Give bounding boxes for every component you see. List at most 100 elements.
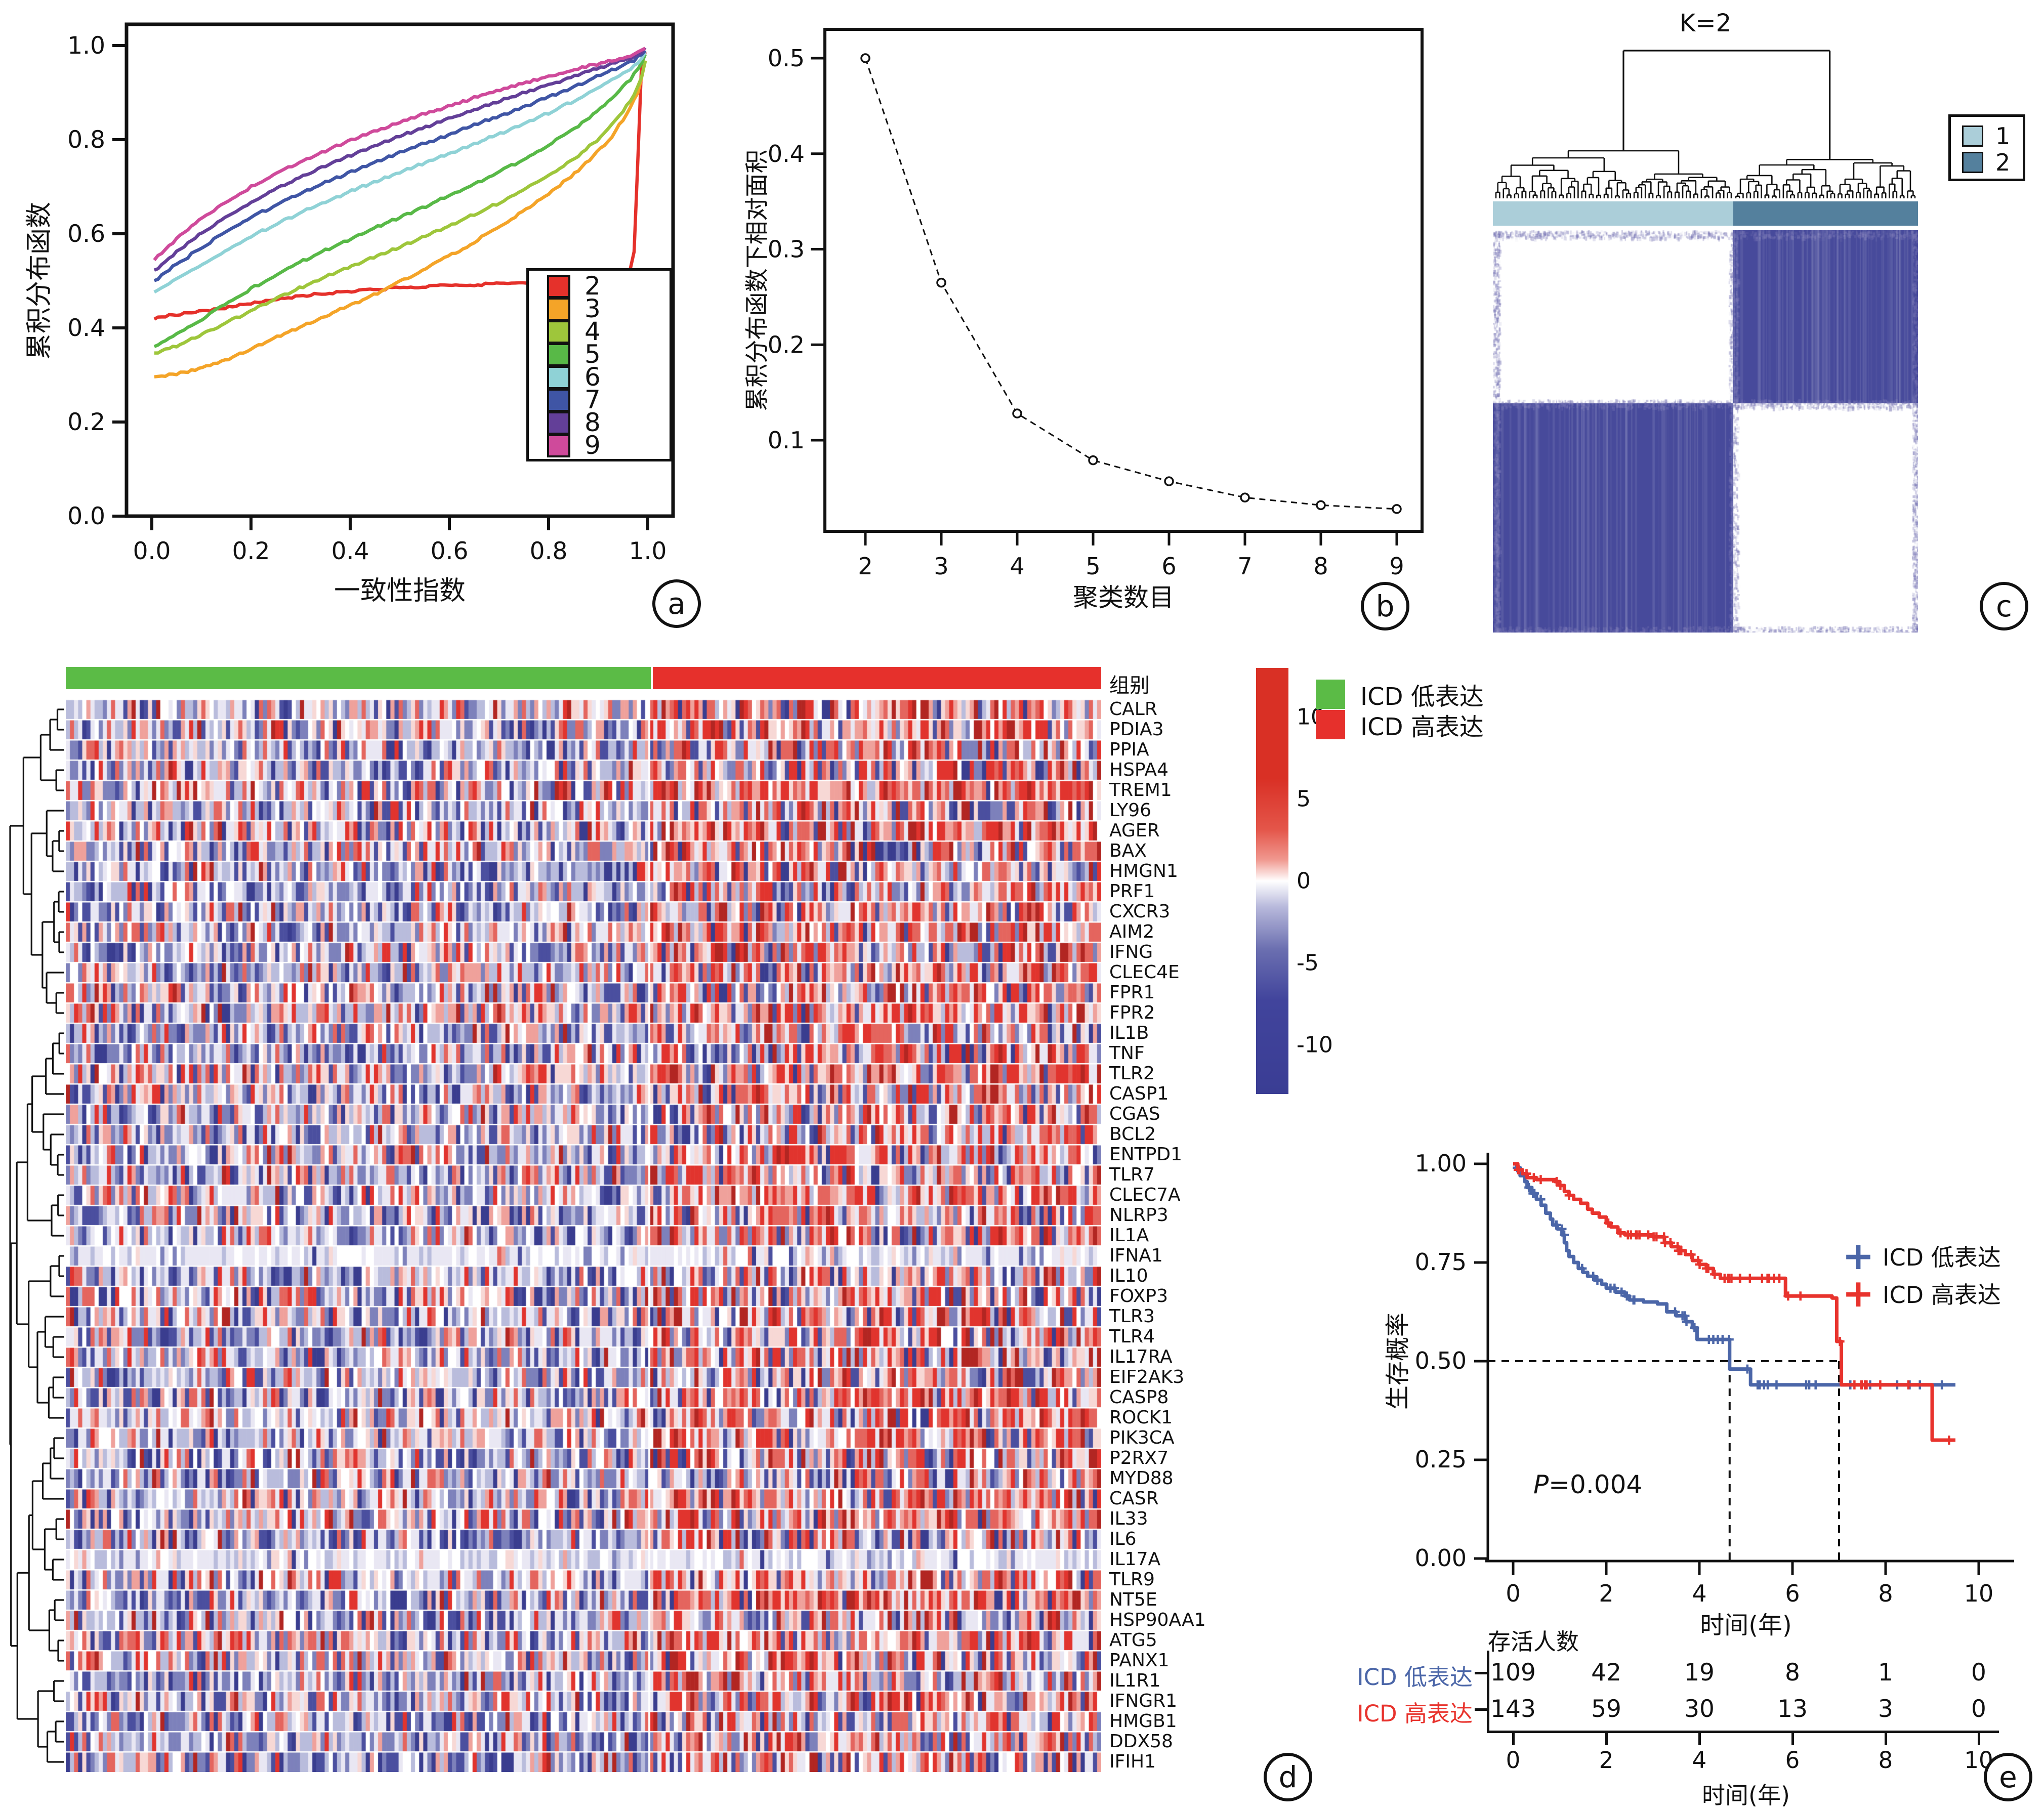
legend-swatch <box>547 388 570 412</box>
legend-label: 8 <box>585 408 601 437</box>
svg-text:1.0: 1.0 <box>629 537 667 565</box>
svg-text:0.5: 0.5 <box>768 45 805 72</box>
gene-label-HMGN1: HMGN1 <box>1109 861 1178 881</box>
risk-count: 30 <box>1684 1695 1715 1723</box>
legend-label: 2 <box>1995 149 2011 176</box>
consensus-matrix <box>1493 230 1918 633</box>
gene-label-HSP90AA1: HSP90AA1 <box>1109 1610 1206 1630</box>
heatmap-group-bar <box>66 667 1101 689</box>
gene-label-IFNG: IFNG <box>1109 942 1153 962</box>
gene-label-IFNA1: IFNA1 <box>1109 1245 1163 1266</box>
gene-label-PPIA: PPIA <box>1109 739 1149 760</box>
svg-text:0.4: 0.4 <box>768 140 805 167</box>
censor-plus-icon: + <box>1842 1271 1874 1316</box>
gene-label-BCL2: BCL2 <box>1109 1124 1156 1145</box>
delta-area-point-k2 <box>860 53 870 63</box>
svg-text:0.2: 0.2 <box>67 408 105 436</box>
panel-c-label: c <box>1980 582 2028 630</box>
legend-item-k7: 7 <box>529 387 670 412</box>
gene-label-CLEC7A: CLEC7A <box>1109 1185 1181 1205</box>
gene-label-DDX58: DDX58 <box>1109 1731 1173 1752</box>
risk-count: 109 <box>1490 1659 1536 1687</box>
legend-label: 4 <box>585 317 601 346</box>
risk-table-xlabel: 时间(年) <box>1702 1782 1790 1809</box>
svg-text:累积分布函数: 累积分布函数 <box>24 202 55 360</box>
gene-label-IL33: IL33 <box>1109 1508 1148 1529</box>
consensus-annotation-bar <box>1493 201 1918 226</box>
km-legend-item: + ICD 低表达 <box>1842 1237 2001 1275</box>
gene-label-P2RX7: P2RX7 <box>1109 1448 1169 1468</box>
svg-text:0.6: 0.6 <box>431 537 469 565</box>
cdf-curve-3 <box>154 60 647 378</box>
svg-text:2: 2 <box>1599 1580 1613 1607</box>
svg-text:0.0: 0.0 <box>67 502 105 530</box>
legend-swatch <box>547 320 570 344</box>
risk-axis-ticklabel: 0 <box>1506 1747 1521 1774</box>
risk-axis-x <box>1487 1731 1999 1733</box>
gene-label-IL17A: IL17A <box>1109 1549 1161 1570</box>
cdf-curve-9 <box>153 47 646 262</box>
svg-text:1.0: 1.0 <box>67 32 105 60</box>
delta-area-point-k5 <box>1088 455 1098 466</box>
svg-text:时间(年): 时间(年) <box>1700 1611 1791 1639</box>
gene-label-PANX1: PANX1 <box>1109 1650 1170 1671</box>
colorbar-tick--10: -10 <box>1297 1032 1333 1058</box>
svg-text:8: 8 <box>1313 553 1328 580</box>
cluster2-bar <box>1733 201 1918 226</box>
consensus-title: K=2 <box>1679 9 1732 37</box>
svg-text:4: 4 <box>1010 553 1024 580</box>
heatmap-group-legend: ICD 低表达 ICD 高表达 <box>1316 679 1484 741</box>
panel-d-label: d <box>1264 1753 1312 1801</box>
risk-axis-tick <box>1512 1733 1515 1745</box>
delta-area-point-k7 <box>1240 492 1250 502</box>
cdf-curve-4 <box>154 60 647 355</box>
gene-label-PRF1: PRF1 <box>1109 881 1155 902</box>
legend-item-k9: 9 <box>529 433 670 458</box>
legend-label: ICD 低表达 <box>1883 1244 2001 1271</box>
gene-label-CLEC4E: CLEC4E <box>1109 962 1180 983</box>
panel-c-letter: c <box>1996 589 2012 623</box>
legend-swatch <box>547 343 570 366</box>
gene-label-ENTPD1: ENTPD1 <box>1109 1144 1182 1165</box>
legend-swatch <box>547 365 570 389</box>
risk-count: 0 <box>1971 1695 1986 1723</box>
delta-area-point-k8 <box>1316 500 1326 511</box>
panel-a-label: a <box>652 579 701 628</box>
risk-row-label: ICD 低表达 <box>1357 1664 1473 1691</box>
legend-swatch <box>1962 125 1983 147</box>
legend-label: 6 <box>585 362 601 392</box>
panel-e-label: e <box>1984 1753 2032 1801</box>
risk-axis-tick <box>1885 1733 1887 1745</box>
gene-label-TLR9: TLR9 <box>1109 1569 1155 1590</box>
svg-text:5: 5 <box>1086 553 1100 580</box>
p-symbol: P <box>1533 1470 1549 1499</box>
svg-text:0.8: 0.8 <box>67 126 105 154</box>
risk-axis-ticklabel: 4 <box>1692 1747 1707 1774</box>
consensus-legend-item-2: 2 <box>1951 149 2023 176</box>
cdf-curve-5 <box>153 53 647 348</box>
p-value-label: P=0.004 <box>1533 1470 1642 1499</box>
legend-label: 1 <box>1995 122 2011 150</box>
svg-text:7: 7 <box>1237 553 1252 580</box>
delta-area-point-k6 <box>1164 476 1174 486</box>
legend-item-k8: 8 <box>529 408 670 437</box>
gene-label-IFIH1: IFIH1 <box>1109 1751 1156 1772</box>
legend-label: ICD 低表达 <box>1360 683 1484 711</box>
svg-text:4: 4 <box>1692 1580 1706 1607</box>
group-bar-label: 组别 <box>1109 674 1150 697</box>
km-legend-item: + ICD 高表达 <box>1842 1271 2001 1316</box>
gene-label-MYD88: MYD88 <box>1109 1468 1174 1489</box>
legend-swatch <box>547 434 570 457</box>
delta-area-point-k4 <box>1012 408 1022 418</box>
legend-label: ICD 高表达 <box>1360 713 1484 741</box>
gene-label-TLR3: TLR3 <box>1109 1306 1155 1327</box>
gene-label-EIF2AK3: EIF2AK3 <box>1109 1367 1185 1387</box>
risk-row-label: ICD 高表达 <box>1357 1700 1473 1727</box>
censor-plus-icon: + <box>1842 1233 1874 1278</box>
svg-text:2: 2 <box>858 553 872 580</box>
group-legend-item: ICD 高表达 <box>1316 709 1484 741</box>
legend-swatch <box>1316 680 1345 709</box>
